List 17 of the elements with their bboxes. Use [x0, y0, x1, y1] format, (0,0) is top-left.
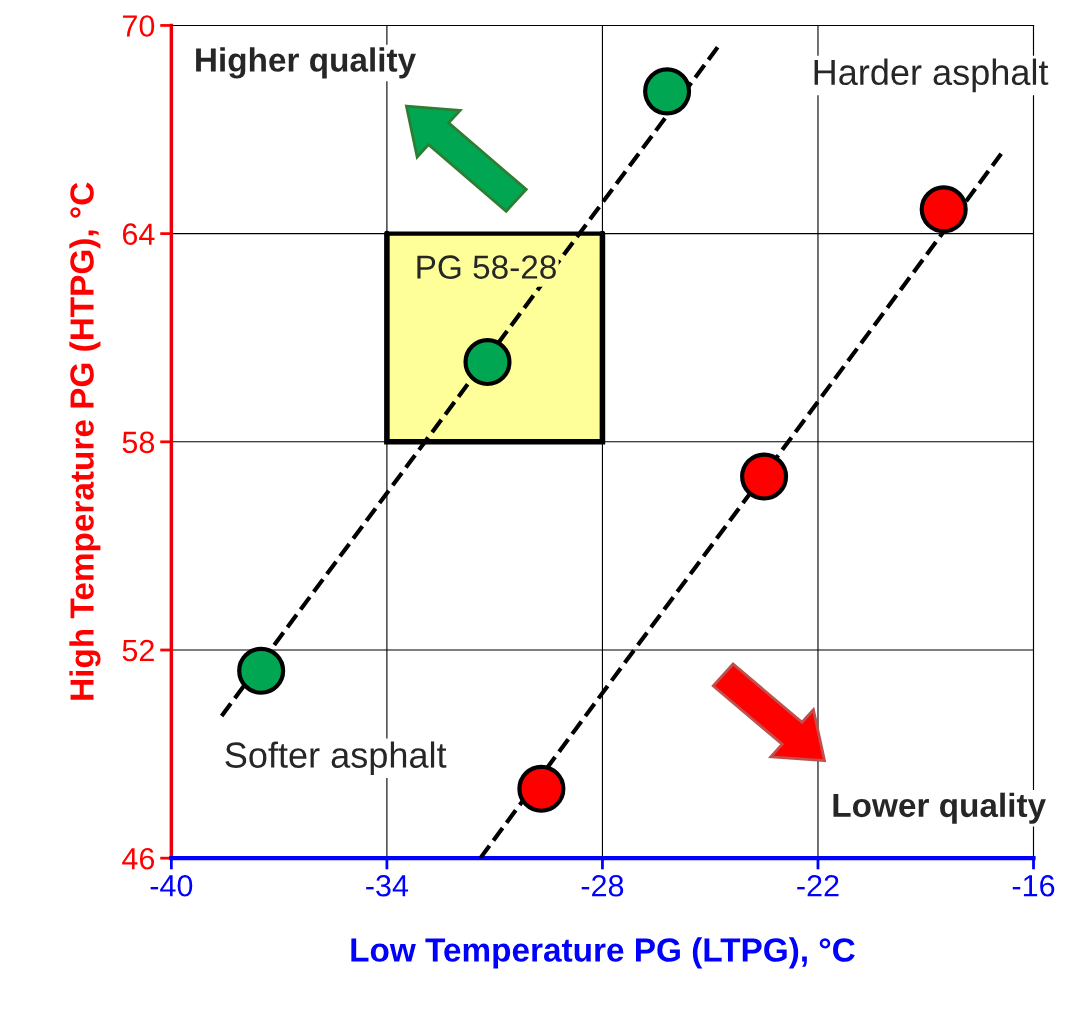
- annotation: Lower quality: [833, 792, 1046, 824]
- annotation: Softer asphalt: [225, 741, 447, 776]
- y-tick-label: 58: [122, 431, 155, 454]
- x-axis-title: Low Temperature PG (LTPG), °C: [351, 937, 855, 969]
- x-tick-label: -40: [150, 874, 193, 897]
- y-tick-label: 64: [122, 223, 155, 245]
- y-axis-title: High Temperature PG (HTPG), °C: [69, 182, 101, 700]
- x-tick-label: -22: [797, 874, 839, 897]
- annotation: Harder asphalt: [814, 58, 1049, 93]
- annotation: PG 58-28: [417, 255, 556, 279]
- y-tick-label: 46: [122, 847, 155, 870]
- y-tick-label: 52: [122, 639, 154, 662]
- y-tick-label: 70: [122, 15, 155, 37]
- x-tick-label: -28: [581, 874, 624, 897]
- x-tick-label: -16: [1012, 874, 1055, 897]
- x-tick-label: -34: [366, 874, 409, 897]
- annotation: Higher quality: [196, 47, 416, 79]
